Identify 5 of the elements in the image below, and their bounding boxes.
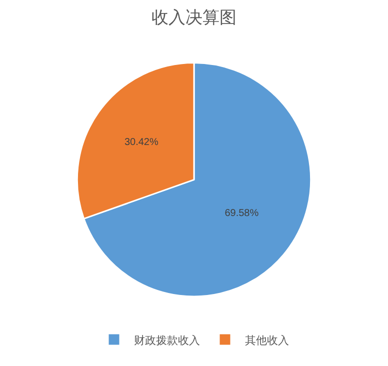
data-label: 69.58%	[224, 208, 259, 219]
data-label: 30.42%	[124, 137, 158, 148]
chart-title: 收入决算图	[152, 8, 236, 27]
legend-label: 其他收入	[245, 334, 289, 347]
legend-label: 财政拨款收入	[134, 334, 200, 347]
